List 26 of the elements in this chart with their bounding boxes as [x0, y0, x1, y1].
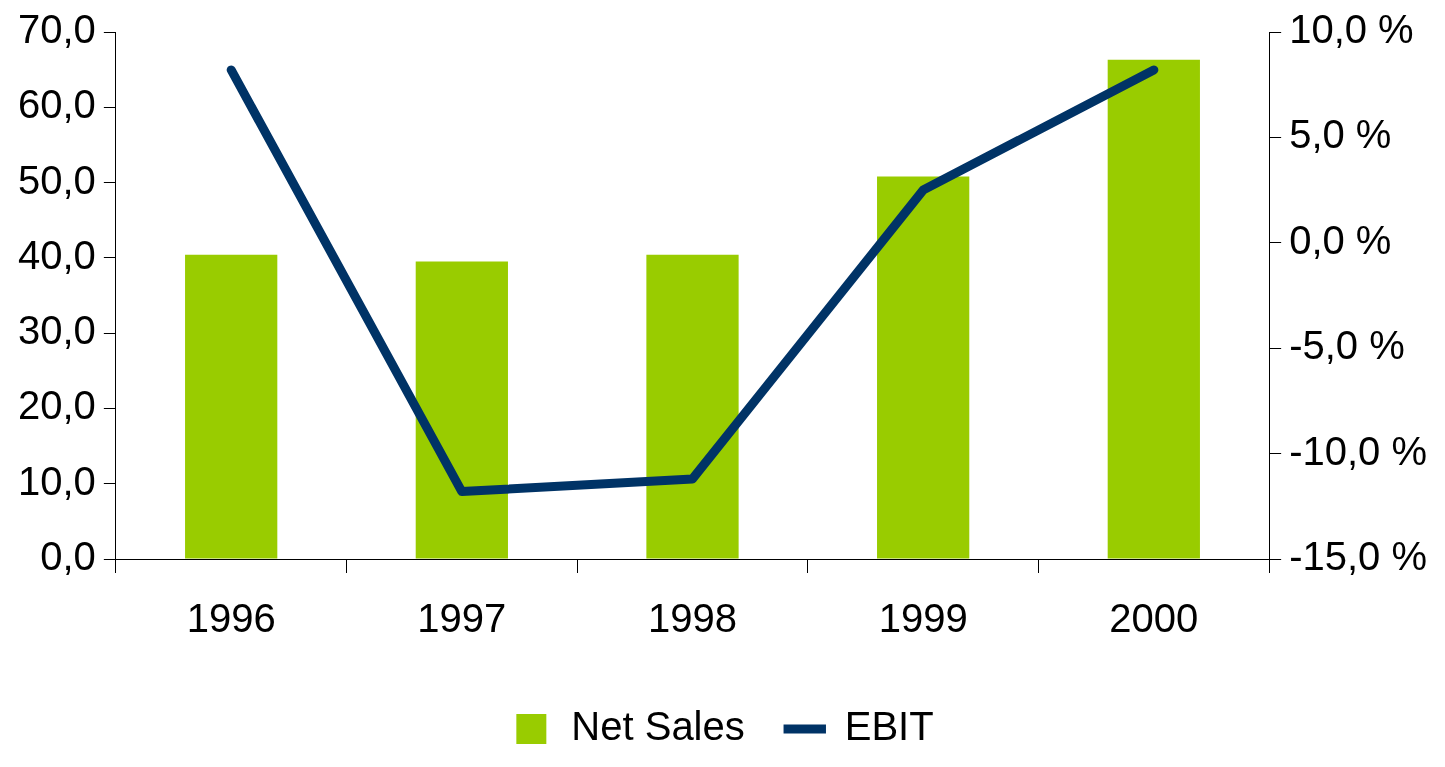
bar — [646, 254, 739, 559]
y-tick-label: 70,0 — [17, 7, 96, 52]
x-tick-label: 1998 — [648, 596, 737, 641]
y-tick-label: 60,0 — [17, 82, 96, 127]
y-tick-label: 40,0 — [17, 232, 96, 277]
bar — [415, 261, 508, 559]
bar — [1107, 59, 1200, 559]
y-tick-label: 50,0 — [17, 157, 96, 202]
y-tick-label: 10,0 — [17, 458, 96, 503]
legend-label: Net Sales — [571, 704, 745, 749]
y2-tick-label: 0,0 % — [1289, 217, 1392, 262]
y2-tick-label: 5,0 % — [1289, 112, 1392, 157]
x-tick-label: 1996 — [186, 596, 276, 641]
x-tick-label: 1999 — [878, 596, 968, 641]
y-tick-label: 30,0 — [17, 308, 96, 353]
y-tick-label: 20,0 — [17, 383, 96, 428]
y2-tick-label: -5,0 % — [1289, 323, 1405, 368]
y2-tick-label: -15,0 % — [1289, 534, 1428, 579]
bar — [877, 176, 970, 559]
y-tick-label: 0,0 — [40, 534, 96, 579]
y2-tick-label: 10,0 % — [1289, 7, 1414, 52]
x-tick-label: 1997 — [417, 596, 507, 641]
legend-label: EBIT — [844, 704, 934, 749]
x-tick-label: 2000 — [1109, 596, 1199, 641]
y2-tick-label: -10,0 % — [1289, 428, 1428, 473]
bar — [185, 254, 278, 559]
